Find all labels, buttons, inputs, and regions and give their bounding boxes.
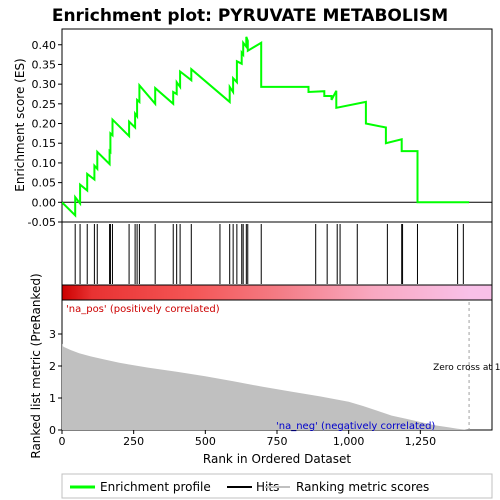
ranking-color-bar: [61, 284, 493, 301]
rank-axis-label: Ranked list metric (PreRanked): [29, 273, 43, 458]
enrichment-profile-line: [62, 36, 470, 218]
legend-label-enrichment: Enrichment profile: [100, 480, 211, 494]
zero-cross-label: Zero cross at 1420: [433, 363, 500, 373]
es-tick-label: 0.00: [32, 196, 57, 209]
es-tick-label: 0.05: [32, 177, 57, 190]
hits-panel-frame: [61, 221, 493, 286]
es-tick-label: 0.35: [32, 58, 57, 71]
x-tick-label: 1,000: [333, 435, 365, 448]
enrichment-panel-frame: [61, 28, 493, 223]
x-tick-label: 250: [123, 435, 144, 448]
es-tick-label: 0.20: [32, 118, 57, 131]
es-tick-label: 0.30: [32, 78, 57, 91]
es-tick-label: 0.10: [32, 157, 57, 170]
rank-tick-label: 2: [49, 360, 56, 373]
rank-axis-ticks: 0 1 2 3: [49, 328, 62, 437]
ranking-metric-area: [62, 343, 470, 430]
es-axis-ticks: -0.05 0.00 0.05 0.10 0.15 0.20 0.25 0.30 0.35 0.4…: [28, 39, 62, 229]
chart-title: Enrichment plot: PYRUVATE METABOLISM: [52, 6, 448, 26]
es-tick-label: 0.40: [32, 39, 57, 52]
positive-correlation-label: 'na_pos' (positively correlated): [66, 304, 220, 315]
x-axis-label: Rank in Ordered Dataset: [203, 452, 351, 466]
rank-tick-label: 3: [49, 328, 56, 341]
negative-correlation-label: 'na_neg' (negatively correlated): [276, 421, 435, 432]
hits-marks: [74, 224, 464, 284]
x-axis-ticks: 0 250 500 750 1,000 1,250: [59, 430, 437, 448]
rank-tick-label: 1: [49, 392, 56, 405]
es-tick-label: 0.15: [32, 137, 57, 150]
x-tick-label: 750: [267, 435, 288, 448]
x-tick-label: 1,250: [405, 435, 437, 448]
es-axis-label: Enrichment score (ES): [13, 58, 27, 191]
x-tick-label: 500: [195, 435, 216, 448]
x-tick-label: 0: [59, 435, 66, 448]
legend-label-ranking: Ranking metric scores: [296, 480, 429, 494]
es-tick-label: 0.25: [32, 98, 57, 111]
rank-tick-label: 0: [49, 424, 56, 437]
es-tick-label: -0.05: [28, 216, 56, 229]
